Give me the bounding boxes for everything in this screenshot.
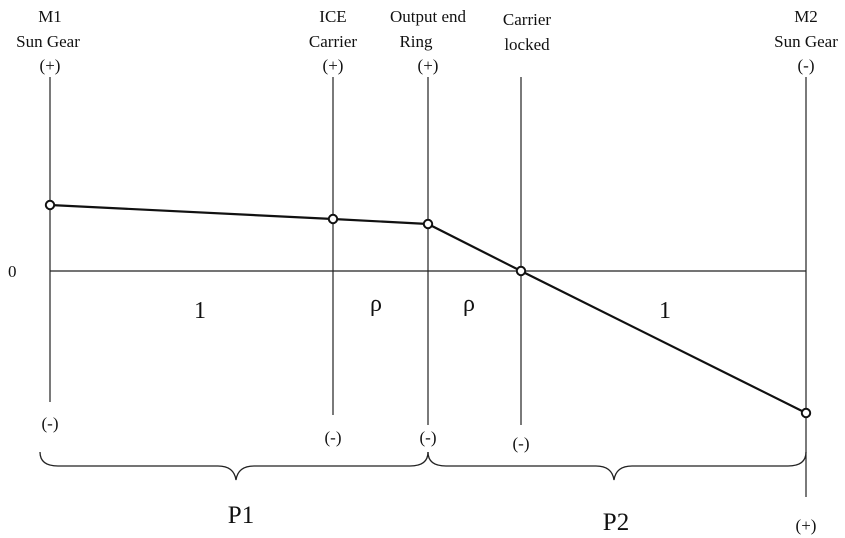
carrier-locked-bottom-sign: (-): [513, 434, 530, 453]
ring-node: [422, 218, 434, 230]
m1-label-line2: Sun Gear: [16, 32, 80, 51]
ice-bottom-sign: (-): [325, 428, 342, 447]
m1-bottom-sign: (-): [42, 414, 59, 433]
p2-brace: [427, 451, 807, 481]
m2-bottom-sign: (+): [796, 516, 817, 535]
m1-top-sign: (+): [40, 56, 61, 75]
ring-label-line1: Output end: [390, 7, 467, 26]
m1-node: [44, 199, 56, 211]
ice-label-line2: Carrier: [309, 32, 357, 51]
p1-brace: [39, 451, 429, 481]
p2-label: P2: [603, 509, 629, 536]
m2-top-sign: (-): [798, 56, 815, 75]
segment-label-ice-ring: ρ: [370, 291, 382, 317]
segment-label-ring-carrier: ρ: [463, 291, 475, 317]
ring-bottom-sign: (-): [420, 428, 437, 447]
m1-label-line1: M1: [38, 7, 62, 26]
m2-node: [800, 407, 812, 419]
p1-label: P1: [228, 502, 254, 529]
m2-label-line1: M2: [794, 7, 818, 26]
ice-label-line1: ICE: [319, 7, 346, 26]
ring-label-line2: Ring: [399, 32, 433, 51]
m2-label-line2: Sun Gear: [774, 32, 838, 51]
zero-label: 0: [8, 262, 17, 281]
carrier-locked-label-line2: locked: [504, 35, 550, 54]
ice-node: [327, 213, 339, 225]
carrier-locked-label-line1: Carrier: [503, 10, 551, 29]
ring-top-sign: (+): [418, 56, 439, 75]
ice-top-sign: (+): [323, 56, 344, 75]
segment-label-m1-ice: 1: [194, 298, 206, 324]
segment-label-carrier-m2: 1: [659, 298, 671, 324]
carrier-locked-node: [515, 265, 527, 277]
